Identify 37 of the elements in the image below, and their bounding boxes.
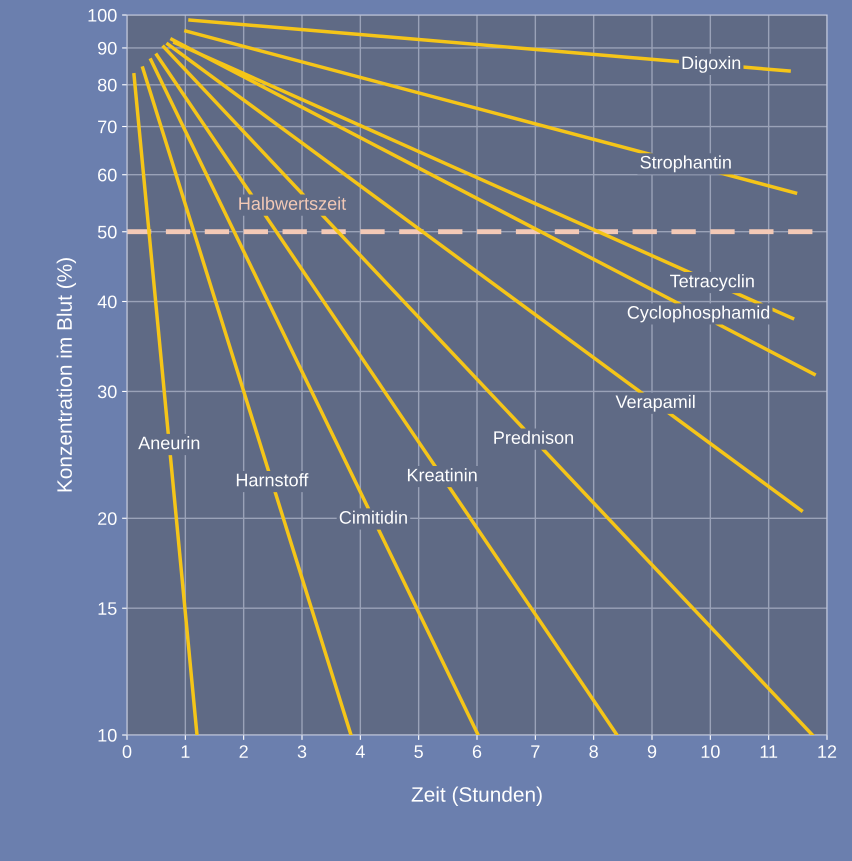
x-tick-label: 6 [472, 745, 482, 758]
y-tick-label: 60 [98, 168, 117, 182]
x-tick-label: 10 [702, 745, 720, 758]
x-tick-label: 7 [531, 745, 540, 758]
y-tick-label: 15 [98, 602, 117, 615]
x-tick-label: 12 [818, 745, 836, 758]
x-tick-label: 1 [182, 745, 190, 758]
x-tick-label: 2 [240, 745, 248, 758]
series-label: Verapamil [616, 394, 695, 412]
y-tick-label: 20 [98, 512, 117, 525]
series-label: Cyclophosphamid [628, 306, 770, 322]
series-label: Harnstoff [236, 473, 308, 486]
ref-line-label: Halbwertszeit [239, 196, 346, 210]
series-label: Strophantin [640, 155, 731, 172]
series-label: Aneurin [138, 436, 200, 450]
series-label: Kreatinin [408, 468, 477, 482]
x-tick-label: 0 [122, 745, 132, 758]
y-tick-label: 90 [98, 42, 117, 55]
y-tick-label: 80 [98, 78, 117, 92]
y-axis-title: Konzentration im Blut (%) [56, 258, 76, 492]
x-tick-label: 4 [356, 745, 365, 758]
y-tick-label: 70 [98, 120, 117, 134]
series-label: Cimitidin [340, 510, 407, 524]
x-tick-label: 11 [760, 745, 778, 758]
x-tick-label: 8 [589, 745, 598, 758]
x-tick-label: 5 [414, 745, 423, 758]
series-label: Digoxin [682, 56, 740, 73]
y-tick-label: 40 [98, 295, 117, 308]
y-tick-label: 50 [98, 226, 117, 238]
x-axis-title: Zeit (Stunden) [412, 786, 542, 806]
series-label: Tetracyclin [670, 274, 754, 291]
x-tick-label: 3 [298, 745, 306, 758]
y-tick-label: 30 [98, 385, 117, 398]
x-tick-label: 9 [648, 745, 656, 758]
y-tick-label: 100 [88, 8, 117, 22]
series-label: Prednison [494, 430, 573, 444]
y-tick-label: 10 [98, 728, 117, 742]
